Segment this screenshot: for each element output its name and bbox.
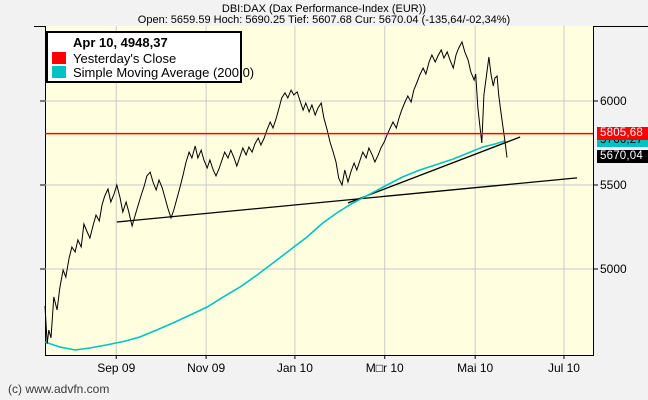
x-axis-label: Jul 10: [547, 361, 580, 375]
chart-title: DBI:DAX (Dax Performance-Index (EUR)): [221, 3, 427, 15]
x-axis-label: M□r 10: [365, 361, 404, 375]
x-axis-label: Mai 10: [457, 361, 494, 375]
y-axis-label: 5500: [600, 177, 627, 192]
legend-item-label: Yesterday's Close: [73, 50, 177, 66]
cyan-swatch-icon: [52, 66, 66, 78]
x-axis-label: Sep 09: [97, 361, 136, 375]
yesterday-close-box: 5805,68: [597, 127, 648, 141]
legend-title: Apr 10, 4948,37: [73, 35, 168, 50]
y-axis-label: 6000: [600, 93, 627, 108]
y-axis-label: 5000: [600, 261, 627, 276]
legend-item-yesterdays-close: Yesterday's Close: [48, 50, 240, 66]
legend-item-label: Simple Moving Average (200,0): [73, 64, 255, 80]
x-axis-label: Jan 10: [276, 361, 313, 375]
legend-box: Apr 10, 4948,37 Yesterday's Close Simple…: [46, 31, 254, 83]
x-axis-label: Nov 09: [187, 361, 226, 375]
legend-item-sma: Simple Moving Average (200,0): [48, 65, 254, 80]
red-swatch-icon: [52, 52, 66, 64]
advfn-watermark: (c) www.advfn.com: [8, 382, 110, 396]
current-price-box: 5670,04: [597, 149, 648, 163]
chart-ohlc-subtitle: Open: 5659.59 Hoch: 5690.25 Tief: 5607.6…: [137, 14, 511, 26]
